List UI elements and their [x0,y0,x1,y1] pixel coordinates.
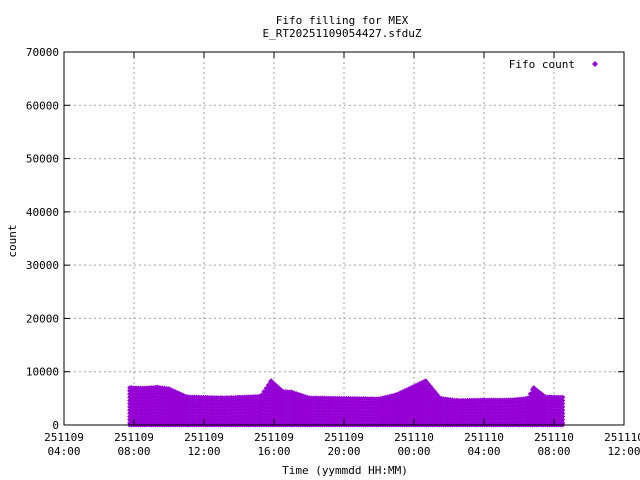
x-axis: 25110904:0025110908:0025110912:002511091… [44,52,640,458]
x-tick-label-date: 251110 [464,431,504,444]
fifo-count-point [268,378,274,384]
grid-lines [64,52,624,425]
x-tick-label-time: 16:00 [257,445,290,458]
fifo-count-point [341,395,347,401]
x-tick-label-date: 251109 [254,431,294,444]
fifo-count-point [525,395,531,401]
fifo-count-point [560,417,566,423]
x-tick-label-time: 12:00 [607,445,640,458]
y-tick-label: 60000 [26,99,59,112]
y-axis: 0 10000 20000 30000 40000 50000 60000 70000 [26,46,624,432]
series-fifo-count [127,378,566,428]
fifo-count-point [236,394,242,400]
x-tick-label-date: 251110 [394,431,434,444]
y-tick-label: 50000 [26,153,59,166]
x-tick-label-time: 20:00 [327,445,360,458]
x-tick-label-date: 251110 [534,431,574,444]
fifo-count-point [154,384,160,390]
x-tick-label-time: 04:00 [467,445,500,458]
fifo-count-point [455,397,461,403]
legend-marker [592,61,598,67]
y-tick-label: 40000 [26,206,59,219]
x-tick-label-date: 251109 [184,431,224,444]
y-tick-label: 30000 [26,259,59,272]
fifo-count-point [394,392,399,398]
x-tick-label-time: 00:00 [397,445,430,458]
fifo-count-point [140,385,146,391]
x-tick-label-time: 08:00 [117,445,150,458]
x-tick-label-time: 04:00 [47,445,80,458]
fifo-count-point [542,394,548,400]
x-tick-label-time: 08:00 [537,445,570,458]
fifo-count-point [437,395,443,401]
fifo-count-point [289,389,294,395]
fifo-count-point [560,401,566,407]
chart-title-line2: E_RT20251109054427.sfduZ [263,27,422,40]
fifo-count-point [184,394,189,400]
x-tick-label-date: 251110 [604,431,640,444]
fifo-count-point [280,388,286,394]
fifo-count-point [166,386,172,392]
fifo-count-point [219,395,224,401]
fifo-count-point [560,394,566,400]
fifo-count-point [128,385,134,391]
fifo-count-point [560,413,566,419]
fifo-count-point [423,378,429,384]
x-tick-label-date: 251109 [324,431,364,444]
x-axis-label: Time (yymmdd HH:MM) [282,464,408,477]
y-tick-label: 0 [52,419,59,432]
x-tick-label-date: 251109 [114,431,154,444]
fifo-count-point [481,397,487,403]
legend: Fifo count [509,58,598,71]
fifo-count-point [376,396,382,402]
fifo-count-point [560,410,566,416]
legend-label: Fifo count [509,58,575,71]
fifo-count-point [258,393,264,399]
y-tick-label: 70000 [26,46,59,59]
fifo-count-point [560,407,566,413]
chart-title-line1: Fifo filling for MEX [276,14,409,27]
x-tick-label-time: 12:00 [187,445,220,458]
y-axis-label: count [6,224,19,257]
y-tick-label: 20000 [26,312,59,325]
fifo-count-point [306,395,312,401]
fifo-count-point [507,397,513,403]
fifo-count-point [560,404,566,410]
fifo-count-point [560,397,566,403]
y-tick-label: 10000 [26,366,59,379]
fifo-count-point [531,385,537,391]
x-tick-label-date: 251109 [44,431,84,444]
